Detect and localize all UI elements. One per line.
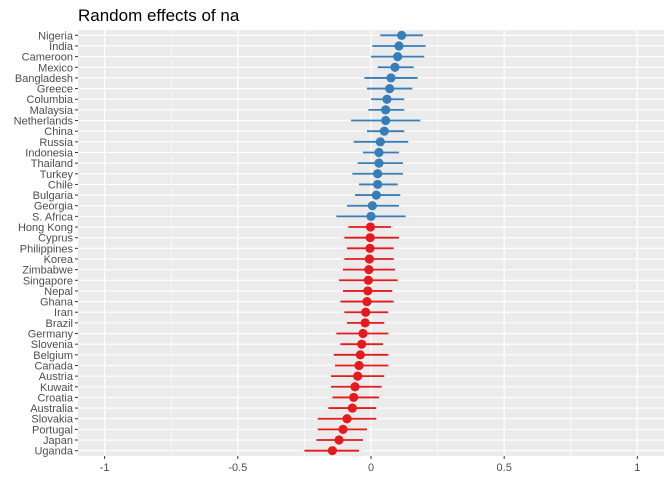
estimate-point: [393, 52, 403, 62]
y-tick-label: Cameroon: [22, 52, 73, 64]
y-tick-label: Columbia: [27, 94, 74, 106]
estimate-point: [381, 105, 391, 115]
estimate-point: [342, 414, 352, 424]
y-tick-label: Kuwait: [40, 382, 73, 394]
estimate-point: [379, 126, 389, 136]
estimate-point: [338, 424, 348, 434]
y-tick-label: Singapore: [23, 275, 73, 287]
y-tick-label: S. Africa: [32, 211, 74, 223]
y-tick-label: Slovenia: [31, 339, 74, 351]
estimate-point: [334, 435, 344, 445]
estimate-point: [362, 296, 372, 307]
estimate-point: [381, 115, 391, 126]
y-tick-label: Nepal: [44, 286, 73, 298]
estimate-point: [382, 94, 392, 104]
y-tick-label: Belgium: [33, 350, 73, 362]
x-tick-label: 0: [368, 462, 374, 474]
estimate-point: [365, 222, 376, 232]
y-tick-label: Slovakia: [31, 414, 73, 426]
y-tick-label: Turkey: [40, 169, 74, 181]
y-tick-label: Netherlands: [14, 116, 74, 128]
y-tick-label: Bangladesh: [15, 73, 73, 85]
y-tick-label: Australia: [30, 403, 74, 415]
estimate-point: [350, 382, 360, 392]
x-tick-label: 1: [634, 462, 640, 474]
estimate-point: [386, 73, 396, 83]
x-tick-label: -0.5: [228, 462, 247, 474]
y-tick-label: Philippines: [20, 243, 74, 255]
y-tick-label: China: [44, 126, 74, 138]
x-tick-label: 0.5: [497, 462, 512, 474]
estimate-point: [355, 350, 365, 360]
estimate-point: [373, 169, 383, 179]
y-tick-label: Canada: [34, 360, 73, 372]
y-tick-label: Mexico: [38, 62, 73, 74]
estimate-point: [361, 307, 371, 317]
y-tick-label: Korea: [44, 254, 74, 266]
data-marks: [304, 30, 426, 456]
estimate-point: [358, 328, 368, 339]
estimate-point: [367, 201, 377, 211]
chart-title: Random effects of na: [78, 6, 240, 25]
estimate-point: [375, 137, 385, 147]
y-tick-label: Georgia: [34, 201, 74, 213]
y-tick-label: Cyprus: [38, 233, 73, 245]
y-tick-label: Uganda: [34, 446, 73, 458]
estimate-point: [364, 254, 375, 264]
y-tick-label: Bulgaria: [33, 190, 74, 202]
estimate-point: [374, 158, 384, 168]
estimate-point: [385, 83, 395, 94]
y-tick-label: Ghana: [40, 297, 74, 309]
y-tick-label: India: [49, 41, 74, 53]
y-tick-label: Austria: [39, 371, 74, 383]
y-tick-label: Greece: [37, 84, 73, 96]
estimate-point: [371, 190, 381, 200]
estimate-point: [354, 360, 364, 371]
estimate-point: [353, 371, 363, 381]
estimate-point: [394, 41, 404, 51]
estimate-point: [373, 179, 383, 190]
y-axis-tick-labels: NigeriaIndiaCameroonMexicoBangladeshGree…: [14, 30, 78, 458]
y-tick-label: Indonesia: [25, 147, 74, 159]
estimate-point: [360, 318, 370, 328]
y-tick-label: Thailand: [31, 158, 73, 170]
y-tick-label: Germany: [28, 329, 74, 341]
estimate-point: [363, 286, 373, 296]
y-tick-label: Iran: [54, 307, 73, 319]
estimate-point: [364, 265, 374, 275]
estimate-point: [365, 233, 375, 243]
y-tick-label: Chile: [48, 179, 73, 191]
estimate-point: [397, 30, 407, 40]
y-tick-label: Russia: [39, 137, 74, 149]
estimate-point: [366, 211, 376, 221]
y-tick-label: Malaysia: [30, 105, 74, 117]
y-tick-label: Japan: [43, 435, 73, 447]
x-axis-tick-labels: -1 -0.5 0 0.5 1: [100, 456, 640, 474]
y-tick-label: Zimbabwe: [22, 265, 73, 277]
x-tick-label: -1: [100, 462, 110, 474]
estimate-point: [365, 243, 375, 253]
estimate-point: [363, 275, 373, 285]
y-tick-label: Hong Kong: [18, 222, 73, 234]
y-tick-label: Portugal: [32, 424, 73, 436]
estimate-point: [357, 339, 367, 349]
y-tick-label: Brazil: [45, 318, 73, 330]
estimate-point: [347, 403, 357, 413]
estimate-point: [390, 62, 400, 72]
estimate-point: [327, 446, 337, 456]
estimate-point: [349, 392, 359, 403]
estimate-point: [374, 147, 384, 158]
y-tick-label: Nigeria: [38, 30, 74, 42]
y-tick-label: Croatia: [38, 392, 74, 404]
